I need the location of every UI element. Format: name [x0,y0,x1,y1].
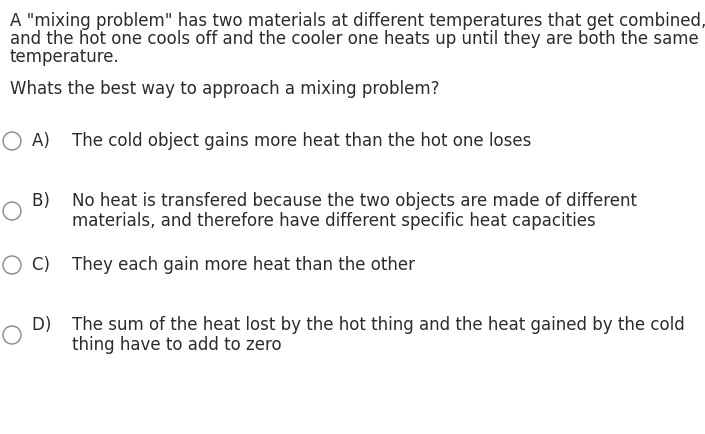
Circle shape [3,202,21,220]
Text: No heat is transfered because the two objects are made of different: No heat is transfered because the two ob… [72,192,637,210]
Text: Whats the best way to approach a mixing problem?: Whats the best way to approach a mixing … [10,80,439,98]
Text: The cold object gains more heat than the hot one loses: The cold object gains more heat than the… [72,132,532,150]
Text: thing have to add to zero: thing have to add to zero [72,336,281,354]
Text: They each gain more heat than the other: They each gain more heat than the other [72,256,415,274]
Text: C): C) [32,256,55,274]
Text: B): B) [32,192,55,210]
Text: A "mixing problem" has two materials at different temperatures that get combined: A "mixing problem" has two materials at … [10,12,705,30]
Text: materials, and therefore have different specific heat capacities: materials, and therefore have different … [72,212,596,230]
Circle shape [3,256,21,274]
Circle shape [3,132,21,150]
Circle shape [3,326,21,344]
Text: temperature.: temperature. [10,48,120,66]
Text: The sum of the heat lost by the hot thing and the heat gained by the cold: The sum of the heat lost by the hot thin… [72,316,685,334]
Text: A): A) [32,132,55,150]
Text: and the hot one cools off and the cooler one heats up until they are both the sa: and the hot one cools off and the cooler… [10,30,699,48]
Text: D): D) [32,316,56,334]
